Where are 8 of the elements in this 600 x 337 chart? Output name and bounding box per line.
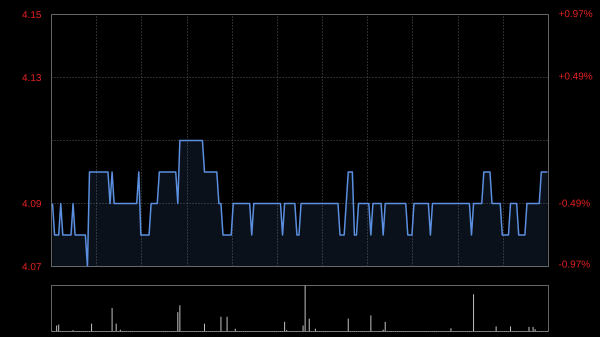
- y2-tick-label: -0.97%: [558, 260, 590, 270]
- y-tick-label: 4.15: [22, 10, 42, 21]
- y2-tick-label: +0.49%: [558, 71, 593, 82]
- y-tick-label: 4.09: [22, 199, 42, 210]
- y-tick-label: 4.07: [22, 262, 42, 273]
- y2-tick-label: -0.49%: [558, 198, 590, 210]
- y2-tick-label: +0.97%: [558, 9, 593, 20]
- y-tick-label: 4.13: [22, 73, 42, 84]
